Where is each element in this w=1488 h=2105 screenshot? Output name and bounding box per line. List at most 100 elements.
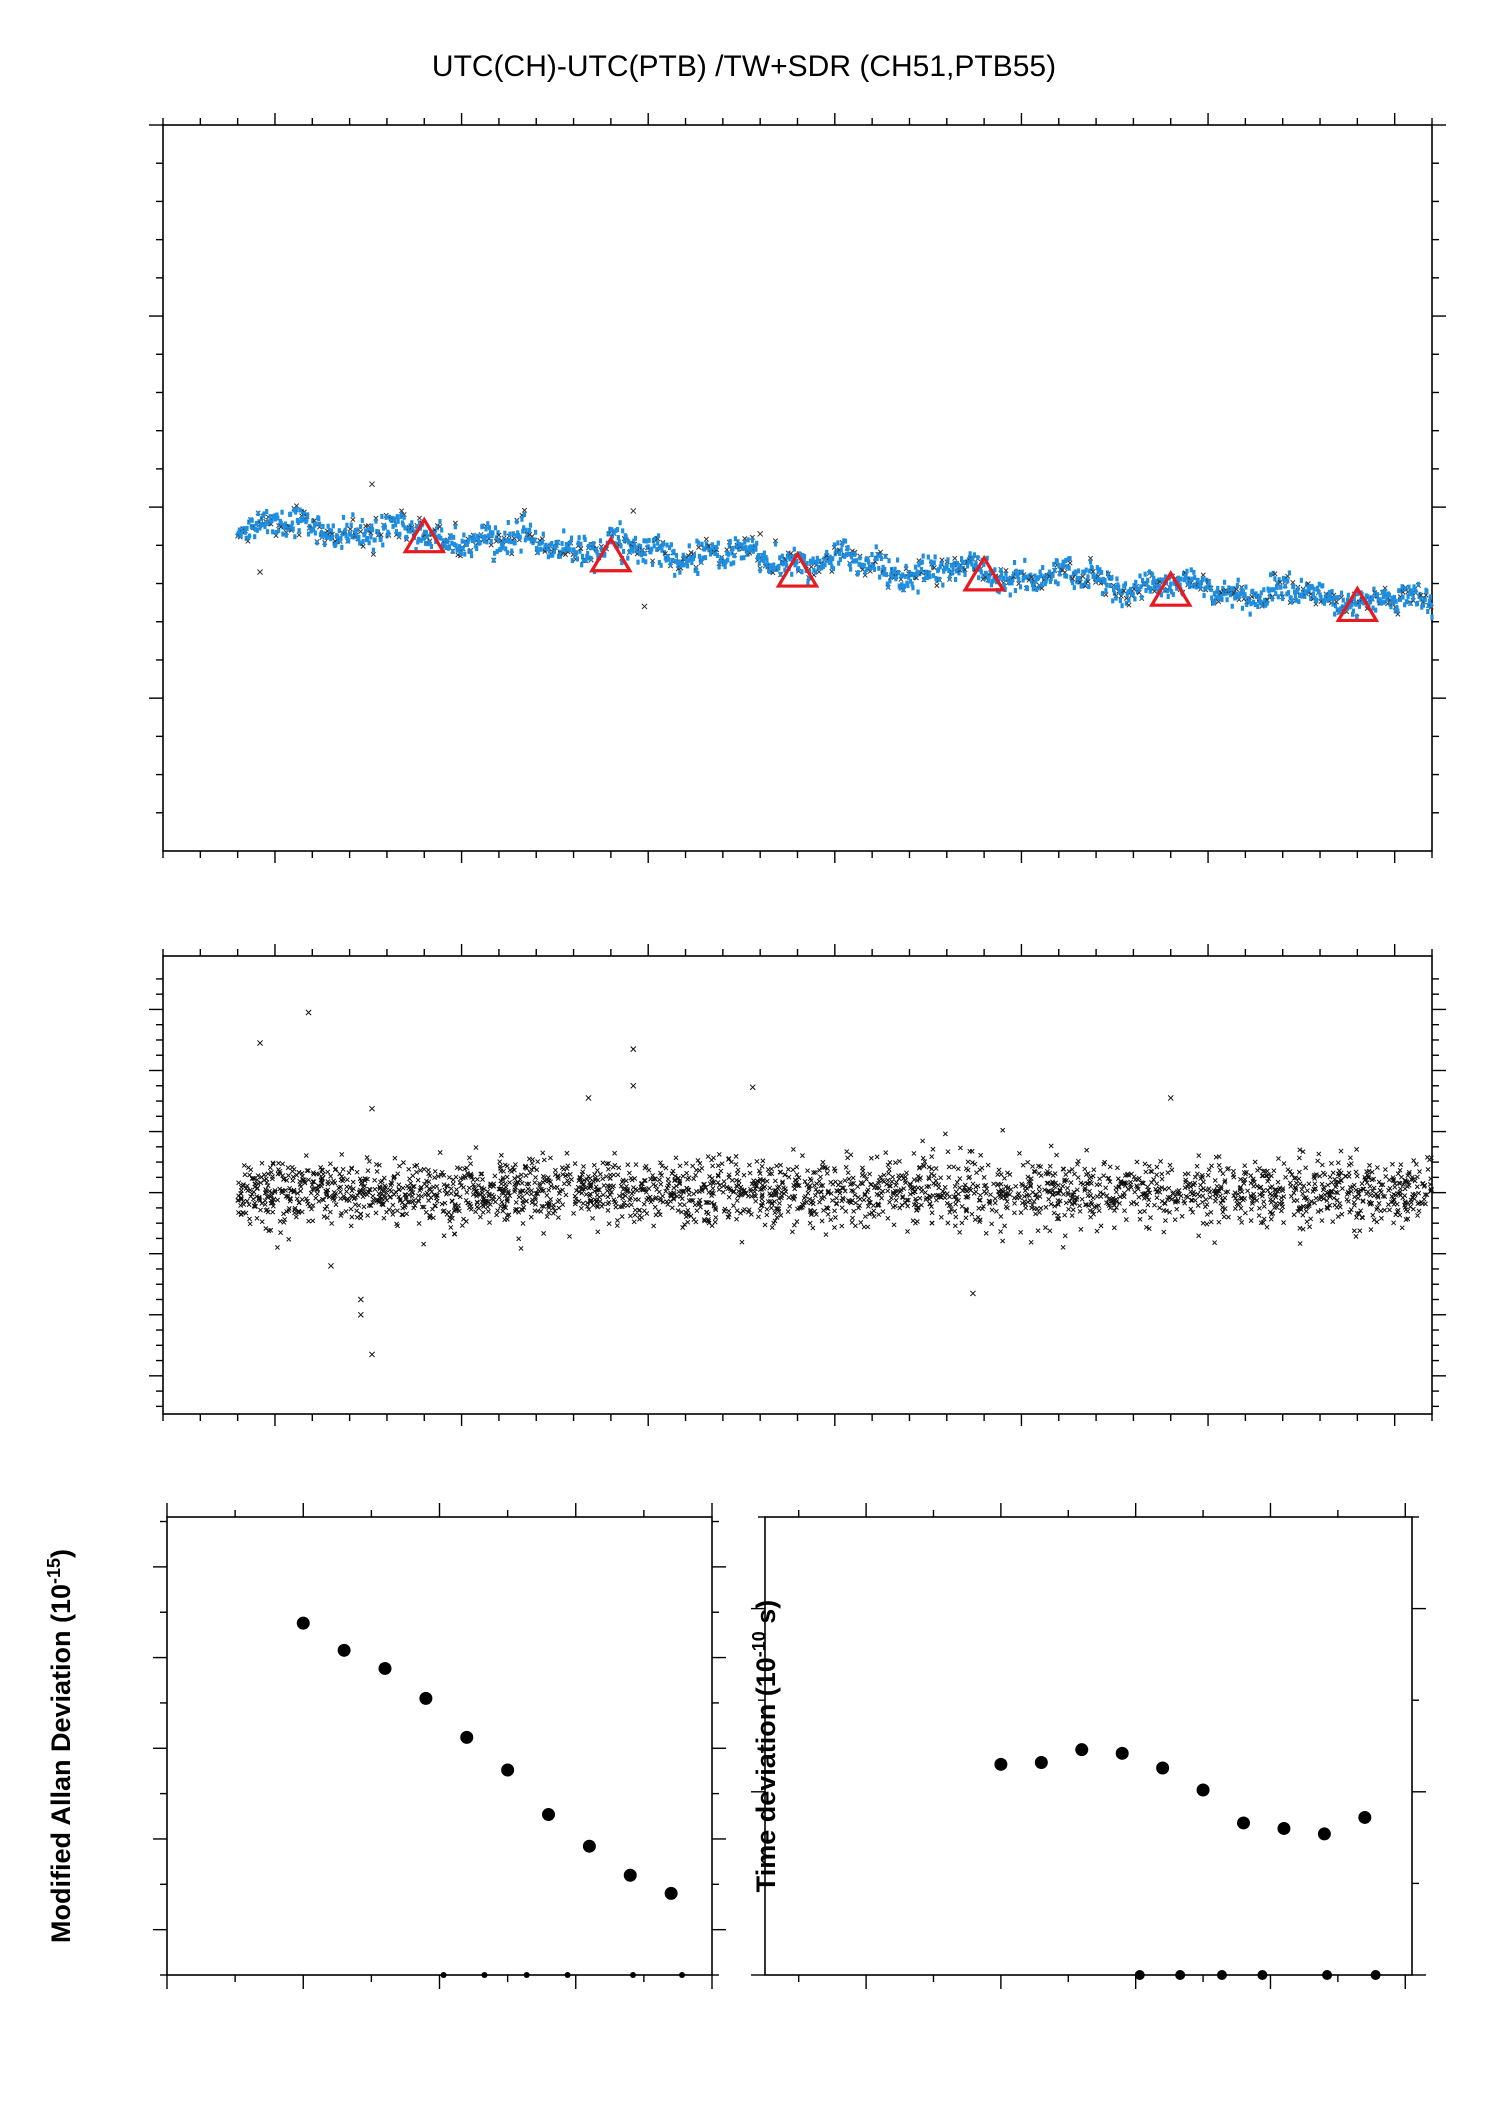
residual-point [779, 1193, 785, 1199]
residual-point [405, 1199, 411, 1205]
data-point [528, 522, 533, 528]
residual-point [454, 1165, 460, 1171]
residual-point [441, 1182, 447, 1188]
residual-point [1257, 1166, 1263, 1171]
data-point [487, 533, 491, 539]
data-point [658, 544, 662, 550]
residual-point [946, 1164, 952, 1170]
residual-point [978, 1152, 984, 1158]
residual-point [473, 1145, 479, 1150]
data-point [321, 524, 325, 530]
residual-point [715, 1173, 721, 1179]
residual-point [787, 1203, 793, 1209]
residual-point [817, 1199, 823, 1205]
residual-point [957, 1176, 963, 1182]
data-point [965, 563, 970, 569]
data-point [1302, 588, 1306, 594]
data-point [1082, 569, 1087, 575]
data-point [755, 540, 759, 546]
data-point [1117, 584, 1121, 590]
residual-point [1315, 1158, 1321, 1164]
data-point [1348, 604, 1352, 610]
data-point [827, 559, 831, 565]
residual-point [617, 1204, 623, 1210]
residual-point [477, 1214, 483, 1220]
residual-point [799, 1204, 805, 1210]
residual-point [339, 1151, 345, 1157]
residual-point [560, 1187, 566, 1193]
data-point [541, 531, 545, 537]
data-point [1103, 577, 1107, 583]
residual-point [465, 1200, 471, 1206]
residual-point [518, 1190, 523, 1196]
residual-point [791, 1222, 797, 1228]
residual-point [504, 1196, 510, 1202]
residual-point [685, 1219, 691, 1225]
residual-point [1173, 1199, 1178, 1205]
residual-point [457, 1194, 463, 1200]
tdev-frame [764, 1516, 1413, 1976]
data-point [1374, 607, 1378, 613]
residual-point [442, 1200, 448, 1206]
data-point [716, 540, 720, 546]
residual-point [677, 1180, 683, 1186]
residual-point [859, 1165, 865, 1171]
residual-point [267, 1165, 273, 1171]
data-point [446, 539, 450, 545]
data-point [237, 527, 241, 533]
data-point [364, 528, 368, 534]
residual-point [938, 1194, 944, 1200]
residual-point [699, 1165, 705, 1171]
data-point [327, 534, 331, 540]
residual-point [1129, 1171, 1134, 1177]
residual-point [628, 1202, 634, 1208]
residual-point [1080, 1181, 1086, 1187]
residual-point [1343, 1173, 1349, 1179]
residual-point [936, 1182, 942, 1187]
data-point [247, 533, 252, 539]
residual-point [534, 1167, 540, 1173]
residual-point [1296, 1169, 1302, 1175]
deviation-point [460, 1730, 474, 1744]
data-point [1057, 563, 1061, 569]
data-point [655, 547, 659, 553]
data-point [1263, 602, 1268, 608]
residual-point [1145, 1187, 1151, 1193]
residual-point [734, 1198, 740, 1204]
residual-point [1202, 1204, 1208, 1210]
data-point [1289, 595, 1293, 601]
residual-point [1223, 1189, 1229, 1195]
residual-point [1425, 1166, 1431, 1172]
data-point [457, 547, 461, 553]
outlier-point [630, 1082, 637, 1089]
data-point [1258, 599, 1263, 605]
data-point [538, 540, 542, 546]
residual-point [1035, 1228, 1041, 1234]
residual-point [401, 1160, 406, 1166]
residual-point [885, 1188, 891, 1194]
residual-point [947, 1209, 953, 1215]
residual-point [486, 1193, 492, 1199]
residual-point [446, 1174, 452, 1180]
period-marker [1257, 1970, 1268, 1980]
deviation-point [501, 1763, 515, 1777]
data-point [411, 526, 415, 532]
residual-point [1273, 1191, 1279, 1197]
data-point [915, 569, 919, 575]
data-point [638, 550, 642, 556]
data-point [287, 526, 291, 532]
residual-point [992, 1200, 998, 1206]
data-point [267, 520, 271, 526]
outlier-point [641, 603, 648, 610]
residual-point [790, 1146, 796, 1152]
residual-point [457, 1166, 463, 1171]
residual-point [964, 1194, 970, 1200]
residual-point [587, 1175, 593, 1181]
residual-point [416, 1220, 422, 1226]
data-point [551, 552, 555, 558]
residual-point [1207, 1194, 1213, 1200]
residual-point [1411, 1158, 1417, 1164]
residual-point [792, 1186, 798, 1192]
data-point [1285, 591, 1289, 597]
residual-point [929, 1166, 935, 1172]
